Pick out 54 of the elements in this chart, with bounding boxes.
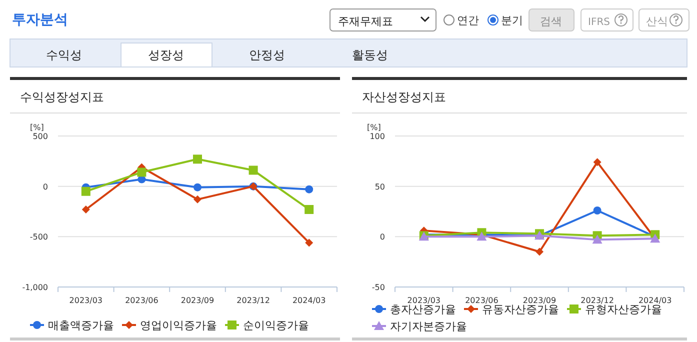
- y-tick-label: 0: [42, 182, 48, 192]
- point: [593, 158, 602, 166]
- x-tick-label: 2023/12: [580, 296, 614, 305]
- text: 검색: [540, 15, 562, 28]
- chart-title: 수익성장성지표: [20, 90, 104, 104]
- x-tick-label: 2023/03: [407, 296, 441, 305]
- y-tick-label: 500: [32, 132, 48, 141]
- x-tick-label: 2023/06: [465, 296, 498, 305]
- x-tick-label: 2023/06: [125, 296, 158, 305]
- text: 활동성: [352, 48, 388, 62]
- x-tick-label: 2023/09: [180, 296, 214, 305]
- point: [593, 206, 602, 214]
- point: [194, 195, 202, 204]
- point: [592, 234, 602, 244]
- legend-label: 유동자산증가율: [482, 303, 559, 316]
- text: 성장성: [148, 48, 184, 62]
- y-axis-title: [%]: [30, 123, 44, 132]
- y-tick-label: 0: [380, 232, 385, 242]
- text: 주재무제표: [338, 15, 393, 28]
- y-tick-label: 100: [370, 132, 385, 141]
- point: [305, 185, 314, 194]
- legend-label: 매출액증가율: [48, 319, 114, 332]
- point: [248, 166, 258, 175]
- legend-label: 총자산증가율: [390, 303, 456, 316]
- point: [304, 204, 314, 214]
- x-tick-label: 2023/12: [236, 296, 270, 305]
- point: [193, 154, 202, 164]
- y-tick-label: -1,000: [22, 283, 48, 292]
- x-tick-label: 2023/09: [522, 296, 556, 305]
- point: [82, 205, 90, 214]
- text: 산식: [646, 15, 668, 28]
- y-axis-title: [%]: [367, 123, 381, 132]
- chart-title: 자산성장성지표: [362, 90, 446, 104]
- point: [536, 248, 544, 256]
- legend-label: 자기자본증가율: [390, 320, 467, 333]
- point: [305, 238, 314, 247]
- x-tick-label: 2024/03: [638, 296, 672, 305]
- text: 연간: [457, 14, 479, 27]
- legend-label: 순이익증가율: [243, 319, 309, 332]
- point: [81, 186, 90, 196]
- x-tick-label: 2023/03: [69, 296, 103, 305]
- x-tick-label: 2024/03: [292, 296, 326, 305]
- y-tick-label: -500: [30, 232, 48, 242]
- y-tick-label: -50: [372, 283, 385, 292]
- y-tick-label: 50: [374, 182, 385, 192]
- legend-label: 영업이익증가율: [140, 319, 217, 332]
- text: 안정성: [249, 48, 285, 62]
- text: IFRS: [588, 17, 610, 28]
- point: [137, 168, 146, 177]
- text: 투자분석: [12, 12, 68, 28]
- point: [194, 183, 202, 192]
- text: 수익성: [46, 48, 82, 62]
- legend-label: 유형자산증가율: [585, 303, 662, 316]
- text: 분기: [501, 14, 523, 27]
